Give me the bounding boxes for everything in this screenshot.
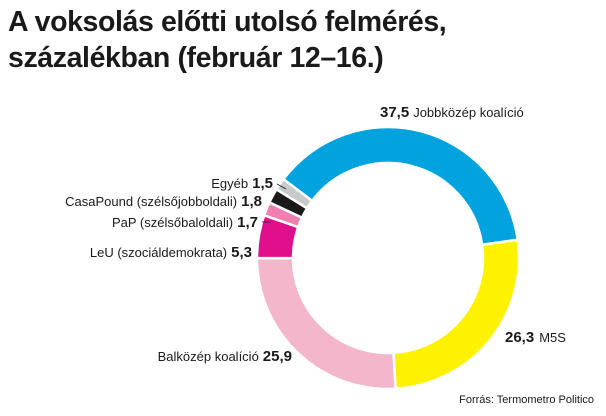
slice-jobbkozep [281,125,520,247]
value-m5s: 26,3 [505,329,534,346]
donut-slices [255,125,521,391]
value-jobbkozep: 37,5 [380,104,409,121]
slice-egyeb [274,177,314,210]
name-leu: LeU (szociáldemokrata) [90,245,227,260]
slice-m5s [392,238,521,391]
label-balkozep: Balközép koalíció 25,9 [158,348,292,365]
name-m5s: M5S [539,330,566,345]
name-pap: PaP (szélsőbaloldali) [112,215,233,230]
label-casapound: CasaPound (szélsőjobboldali) 1,8 [65,193,262,210]
value-pap: 1,7 [237,214,258,231]
chart-title: A voksolás előtti utolsó felmérés, száza… [8,4,598,76]
name-casapound: CasaPound (szélsőjobboldali) [65,194,237,209]
name-balkozep: Balközép koalíció [158,349,259,364]
name-jobbkozep: Jobbközép koalíció [413,105,524,120]
label-jobbkozep: 37,5 Jobbközép koalíció [380,104,524,121]
label-pap: PaP (szélsőbaloldali) 1,7 [112,214,258,231]
label-m5s: 26,3 M5S [505,329,566,346]
label-egyeb: Egyéb 1,5 [211,175,273,192]
value-casapound: 1,8 [241,193,262,210]
value-leu: 5,3 [231,244,252,261]
source-note: Forrás: Termometro Politico [459,394,594,406]
slice-balkozep [255,256,397,391]
value-egyeb: 1,5 [252,175,273,192]
label-leu: LeU (szociáldemokrata) 5,3 [90,244,252,261]
value-balkozep: 25,9 [263,348,292,365]
chart-title-line-2: százalékban (február 12–16.) [8,42,384,74]
leader-casapound [282,202,291,206]
chart-title-line-1: A voksolás előtti utolsó felmérés, [8,6,447,38]
leader-egyeb [276,183,287,190]
label-leader-lines [262,183,291,223]
name-egyeb: Egyéb [211,176,248,191]
